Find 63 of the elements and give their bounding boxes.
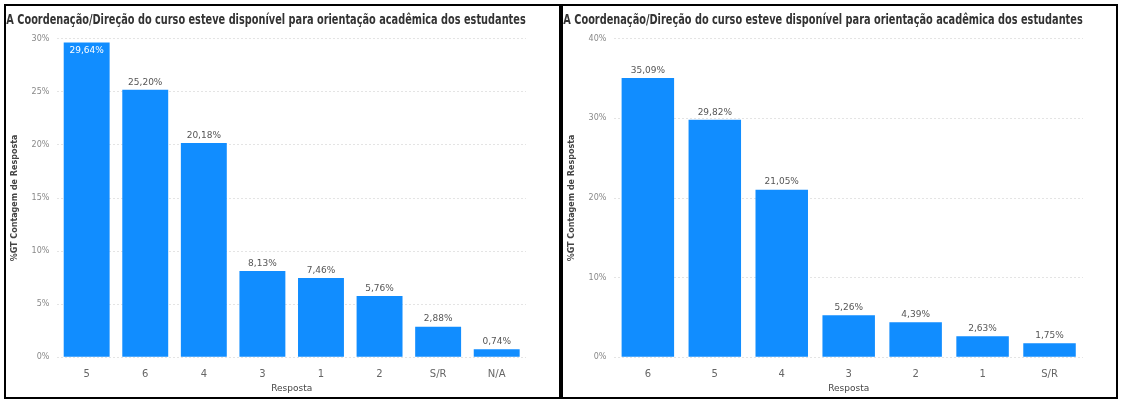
y-tick-label: 20% xyxy=(588,193,607,203)
y-tick-label: 15% xyxy=(31,193,50,203)
x-tick-label: 6 xyxy=(142,367,149,379)
data-label: 8,13% xyxy=(248,257,278,268)
bar xyxy=(122,89,169,357)
data-label: 2,88% xyxy=(423,313,453,324)
data-label: 2,63% xyxy=(968,323,998,334)
data-label: 4,39% xyxy=(901,309,931,320)
x-axis-title: Resposta xyxy=(828,382,870,393)
data-label: 29,82% xyxy=(697,106,733,117)
y-tick-label: 30% xyxy=(588,113,607,123)
y-tick-label: 0% xyxy=(593,352,607,362)
chart-title: A Coordenação/Direção do curso esteve disponível para orientação acadêmica dos estudantes xyxy=(563,11,1083,28)
x-tick-label: 4 xyxy=(200,367,208,379)
x-tick-label: 2 xyxy=(376,367,383,379)
bar xyxy=(688,119,742,357)
y-axis-title: %GT Contagem de Resposta xyxy=(566,134,576,262)
y-tick-label: 30% xyxy=(31,33,50,43)
bar xyxy=(415,326,462,357)
data-label: 21,05% xyxy=(764,176,800,187)
y-tick-label: 20% xyxy=(31,140,50,150)
bar xyxy=(63,42,110,357)
x-tick-label: S/R xyxy=(1041,367,1058,379)
bar xyxy=(1023,343,1076,357)
y-axis-title: %GT Contagem de Resposta xyxy=(9,134,19,262)
data-label: 35,09% xyxy=(630,64,666,75)
bar xyxy=(239,270,286,357)
data-label: 7,46% xyxy=(306,264,336,275)
x-tick-label: S/R xyxy=(429,367,447,379)
y-tick-label: 5% xyxy=(36,299,50,309)
bar xyxy=(473,349,520,357)
y-tick-label: 10% xyxy=(588,272,607,282)
x-tick-label: 5 xyxy=(711,367,718,379)
y-tick-label: 25% xyxy=(31,86,50,96)
bar xyxy=(298,278,344,357)
x-tick-label: 2 xyxy=(912,367,919,379)
data-label: 0,74% xyxy=(482,336,512,347)
bar xyxy=(755,189,808,357)
x-tick-label: 3 xyxy=(259,367,266,379)
chart-title: A Coordenação/Direção do curso esteve disponível para orientação acadêmica dos estudantes xyxy=(6,11,526,28)
data-label: 5,26% xyxy=(834,302,864,313)
data-label: 5,76% xyxy=(365,282,395,293)
x-tick-label: 4 xyxy=(778,367,785,379)
x-tick-label: 5 xyxy=(83,367,90,379)
bar xyxy=(356,296,403,357)
data-label: 29,64% xyxy=(69,45,105,56)
x-axis-title: Resposta xyxy=(271,382,313,393)
y-tick-label: 0% xyxy=(36,352,50,362)
bar xyxy=(180,143,227,357)
y-tick-label: 10% xyxy=(31,246,50,256)
y-tick-label: 40% xyxy=(588,33,607,43)
data-label: 1,75% xyxy=(1035,330,1065,341)
bar xyxy=(822,315,875,357)
x-tick-label: 6 xyxy=(644,367,652,379)
x-tick-label: 3 xyxy=(845,367,852,379)
x-tick-label: 1 xyxy=(317,367,325,379)
x-tick-label: 1 xyxy=(979,367,986,379)
bar xyxy=(956,336,1009,357)
data-label: 20,18% xyxy=(186,129,222,140)
data-label: 25,20% xyxy=(128,76,163,87)
bar xyxy=(889,322,942,357)
bar xyxy=(621,77,675,357)
x-tick-label: N/A xyxy=(487,367,506,379)
